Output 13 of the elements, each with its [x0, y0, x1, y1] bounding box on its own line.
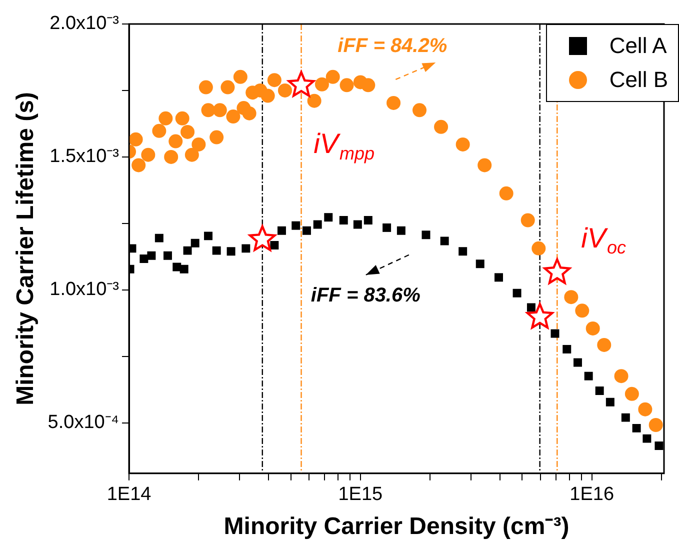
legend-label: Cell A [609, 32, 667, 60]
annotation: iFF = 84.2% [338, 34, 448, 57]
y-tick-label: 5.0x10⁻⁴ [48, 412, 120, 434]
x-tick-label: 1E14 [106, 484, 152, 506]
y-tick-label: 1.5x10⁻³ [50, 146, 120, 168]
x-tick-label: 1E15 [338, 484, 383, 506]
y-tick-label: 1.0x10⁻³ [50, 279, 120, 300]
x-tick-label: 1E16 [570, 484, 614, 506]
legend-label: Cell B [609, 66, 668, 94]
annotation: iFF = 83.6% [310, 284, 421, 306]
x-axis-title: Minority Carrier Density (cm⁻³) [224, 513, 570, 540]
y-axis-title: Minority Carrier Lifetime (s) [12, 92, 40, 406]
y-tick-label: 2.0x10⁻³ [50, 13, 120, 34]
